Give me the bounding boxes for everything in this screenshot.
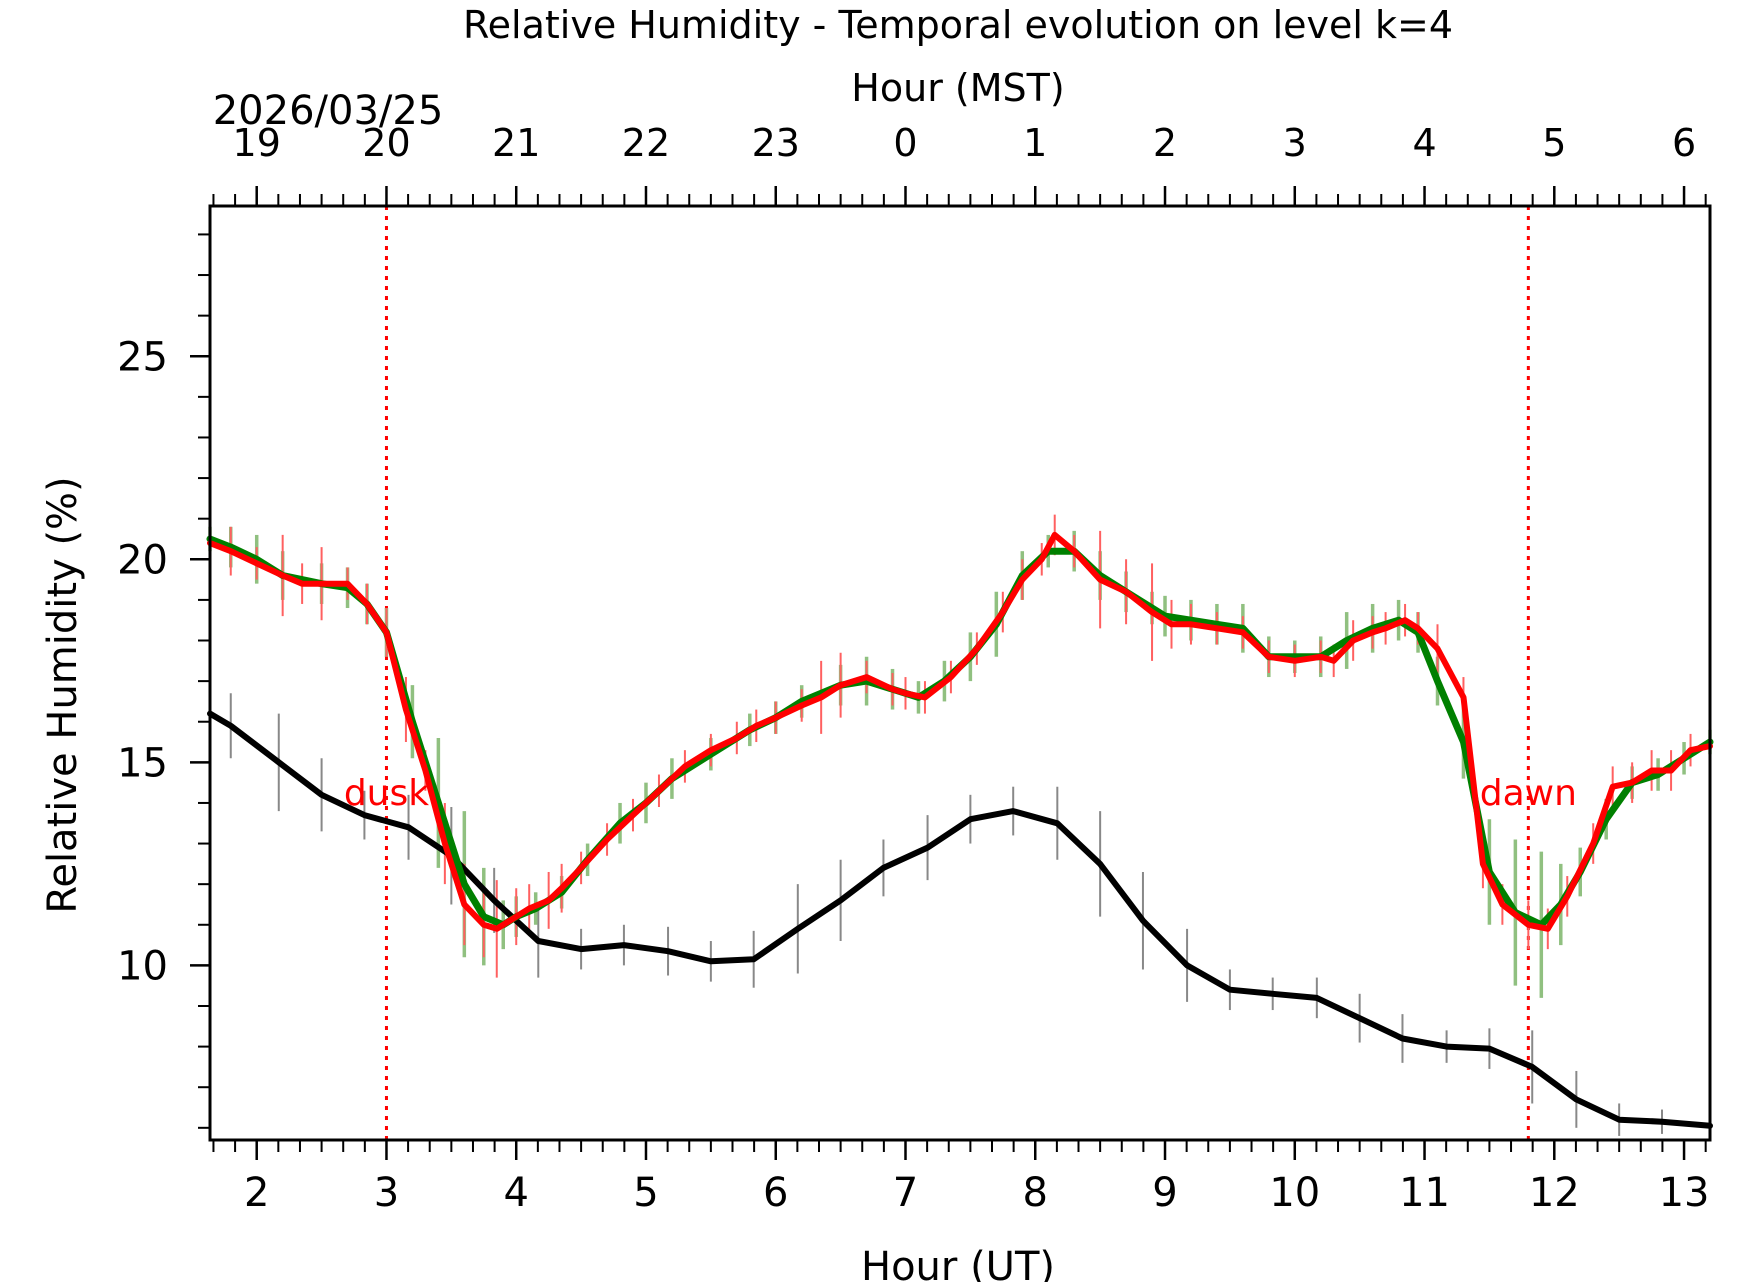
x-tick-label: 12 — [1529, 1170, 1580, 1216]
series-line-red — [207, 531, 1713, 932]
x-top-tick-label: 0 — [893, 121, 917, 165]
x-top-tick-label: 21 — [492, 121, 540, 165]
y-axis-label: Relative Humidity (%) — [40, 476, 86, 913]
top-axis-label: Hour (MST) — [851, 66, 1064, 110]
x-tick-label: 2 — [244, 1170, 269, 1216]
annotation-dusk: dusk — [344, 773, 429, 814]
x-top-tick-label: 4 — [1412, 121, 1436, 165]
x-tick-label: 9 — [1152, 1170, 1177, 1216]
plot-frame — [208, 204, 1712, 1142]
x-tick-label: 5 — [633, 1170, 658, 1216]
x-top-tick-label: 20 — [362, 121, 410, 165]
x-tick-label: 10 — [1269, 1170, 1320, 1216]
x-tick-label: 7 — [893, 1170, 918, 1216]
x-top-tick-label: 1 — [1023, 121, 1047, 165]
x-top-tick-label: 22 — [622, 121, 670, 165]
y-tick-label: 25 — [117, 334, 168, 380]
x-tick-label: 11 — [1399, 1170, 1450, 1216]
x-top-tick-label: 23 — [752, 121, 800, 165]
x-top-tick-label: 6 — [1672, 121, 1696, 165]
annotation-labels: dusk dawn — [344, 773, 1577, 814]
x-tick-label: 6 — [763, 1170, 788, 1216]
y-tick-label: 20 — [117, 537, 168, 583]
x-axis-label: Hour (UT) — [861, 1244, 1055, 1282]
x-tick-label: 13 — [1659, 1170, 1710, 1216]
x-top-tick-label: 2 — [1153, 121, 1177, 165]
annotation-dawn: dawn — [1480, 773, 1577, 814]
series-lines — [206, 531, 1714, 1129]
x-top-tick-label: 19 — [233, 121, 281, 165]
chart-title: Relative Humidity - Temporal evolution o… — [463, 3, 1453, 47]
y-tick-label: 15 — [117, 740, 168, 786]
x-top-tick-label: 3 — [1283, 121, 1307, 165]
x-tick-label: 4 — [504, 1170, 529, 1216]
x-tick-label: 8 — [1023, 1170, 1048, 1216]
y-tick-label: 10 — [117, 943, 168, 989]
date-label: 2026/03/25 — [213, 88, 444, 134]
x-tick-label: 3 — [374, 1170, 399, 1216]
x-top-tick-label: 5 — [1542, 121, 1566, 165]
